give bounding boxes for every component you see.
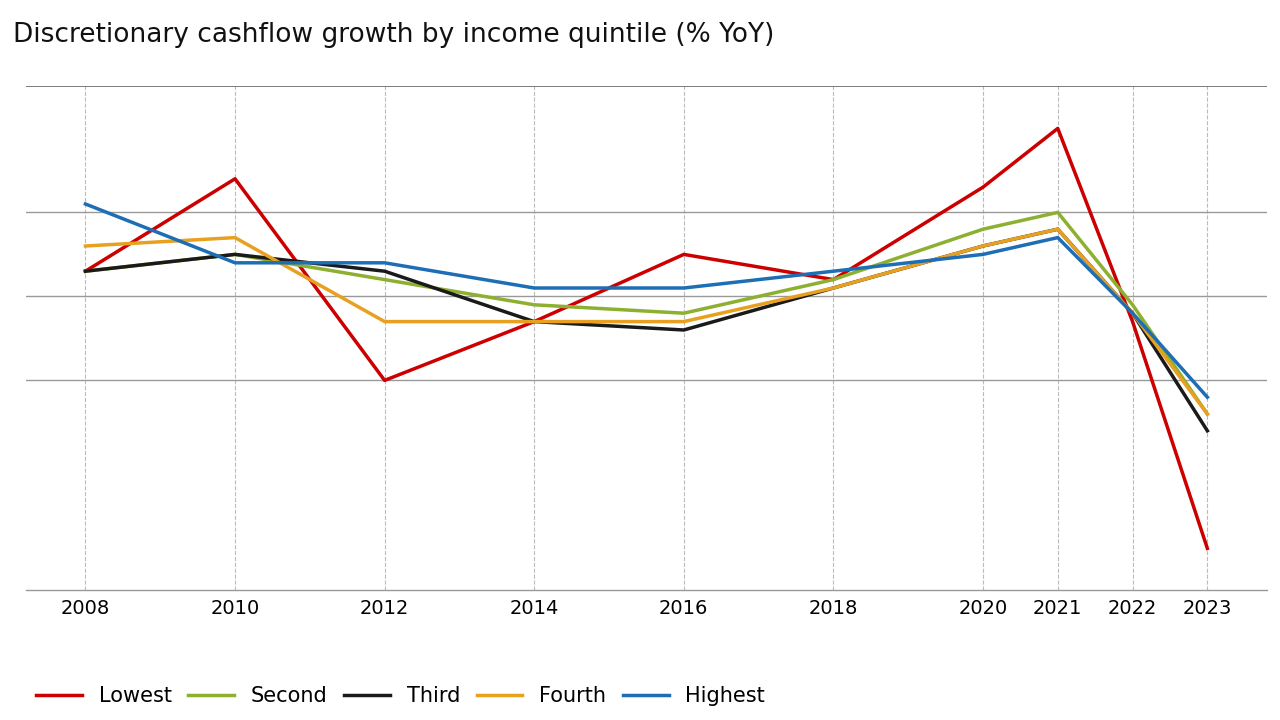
Fourth: [526, 318, 541, 326]
Lowest: [975, 183, 991, 192]
Line: Lowest: Lowest: [86, 128, 1207, 549]
Line: Third: Third: [86, 229, 1207, 431]
Fourth: [376, 318, 392, 326]
Third: [526, 318, 541, 326]
Fourth: [1199, 410, 1215, 418]
Line: Fourth: Fourth: [86, 229, 1207, 414]
Lowest: [1125, 318, 1140, 326]
Fourth: [1050, 225, 1065, 233]
Highest: [78, 199, 93, 208]
Highest: [1199, 393, 1215, 402]
Fourth: [1125, 309, 1140, 318]
Second: [1199, 410, 1215, 418]
Text: Discretionary cashflow growth by income quintile (% YoY): Discretionary cashflow growth by income …: [13, 22, 774, 48]
Third: [1050, 225, 1065, 233]
Line: Second: Second: [86, 212, 1207, 414]
Lowest: [228, 174, 243, 183]
Fourth: [78, 242, 93, 251]
Lowest: [826, 275, 841, 284]
Fourth: [228, 233, 243, 242]
Second: [376, 275, 392, 284]
Highest: [228, 258, 243, 267]
Second: [526, 300, 541, 309]
Third: [1125, 309, 1140, 318]
Lowest: [1050, 124, 1065, 132]
Third: [1199, 426, 1215, 435]
Third: [676, 325, 691, 334]
Second: [228, 250, 243, 258]
Third: [228, 250, 243, 258]
Second: [78, 267, 93, 276]
Highest: [1125, 309, 1140, 318]
Third: [826, 284, 841, 292]
Fourth: [826, 284, 841, 292]
Second: [1050, 208, 1065, 217]
Third: [376, 267, 392, 276]
Third: [975, 242, 991, 251]
Highest: [975, 250, 991, 258]
Second: [975, 225, 991, 233]
Second: [1125, 300, 1140, 309]
Highest: [1050, 233, 1065, 242]
Legend: Lowest, Second, Third, Fourth, Highest: Lowest, Second, Third, Fourth, Highest: [36, 686, 765, 706]
Highest: [676, 284, 691, 292]
Lowest: [376, 376, 392, 384]
Lowest: [526, 318, 541, 326]
Lowest: [78, 267, 93, 276]
Lowest: [1199, 544, 1215, 553]
Second: [676, 309, 691, 318]
Highest: [376, 258, 392, 267]
Lowest: [676, 250, 691, 258]
Line: Highest: Highest: [86, 204, 1207, 397]
Highest: [526, 284, 541, 292]
Highest: [826, 267, 841, 276]
Fourth: [975, 242, 991, 251]
Third: [78, 267, 93, 276]
Second: [826, 275, 841, 284]
Fourth: [676, 318, 691, 326]
